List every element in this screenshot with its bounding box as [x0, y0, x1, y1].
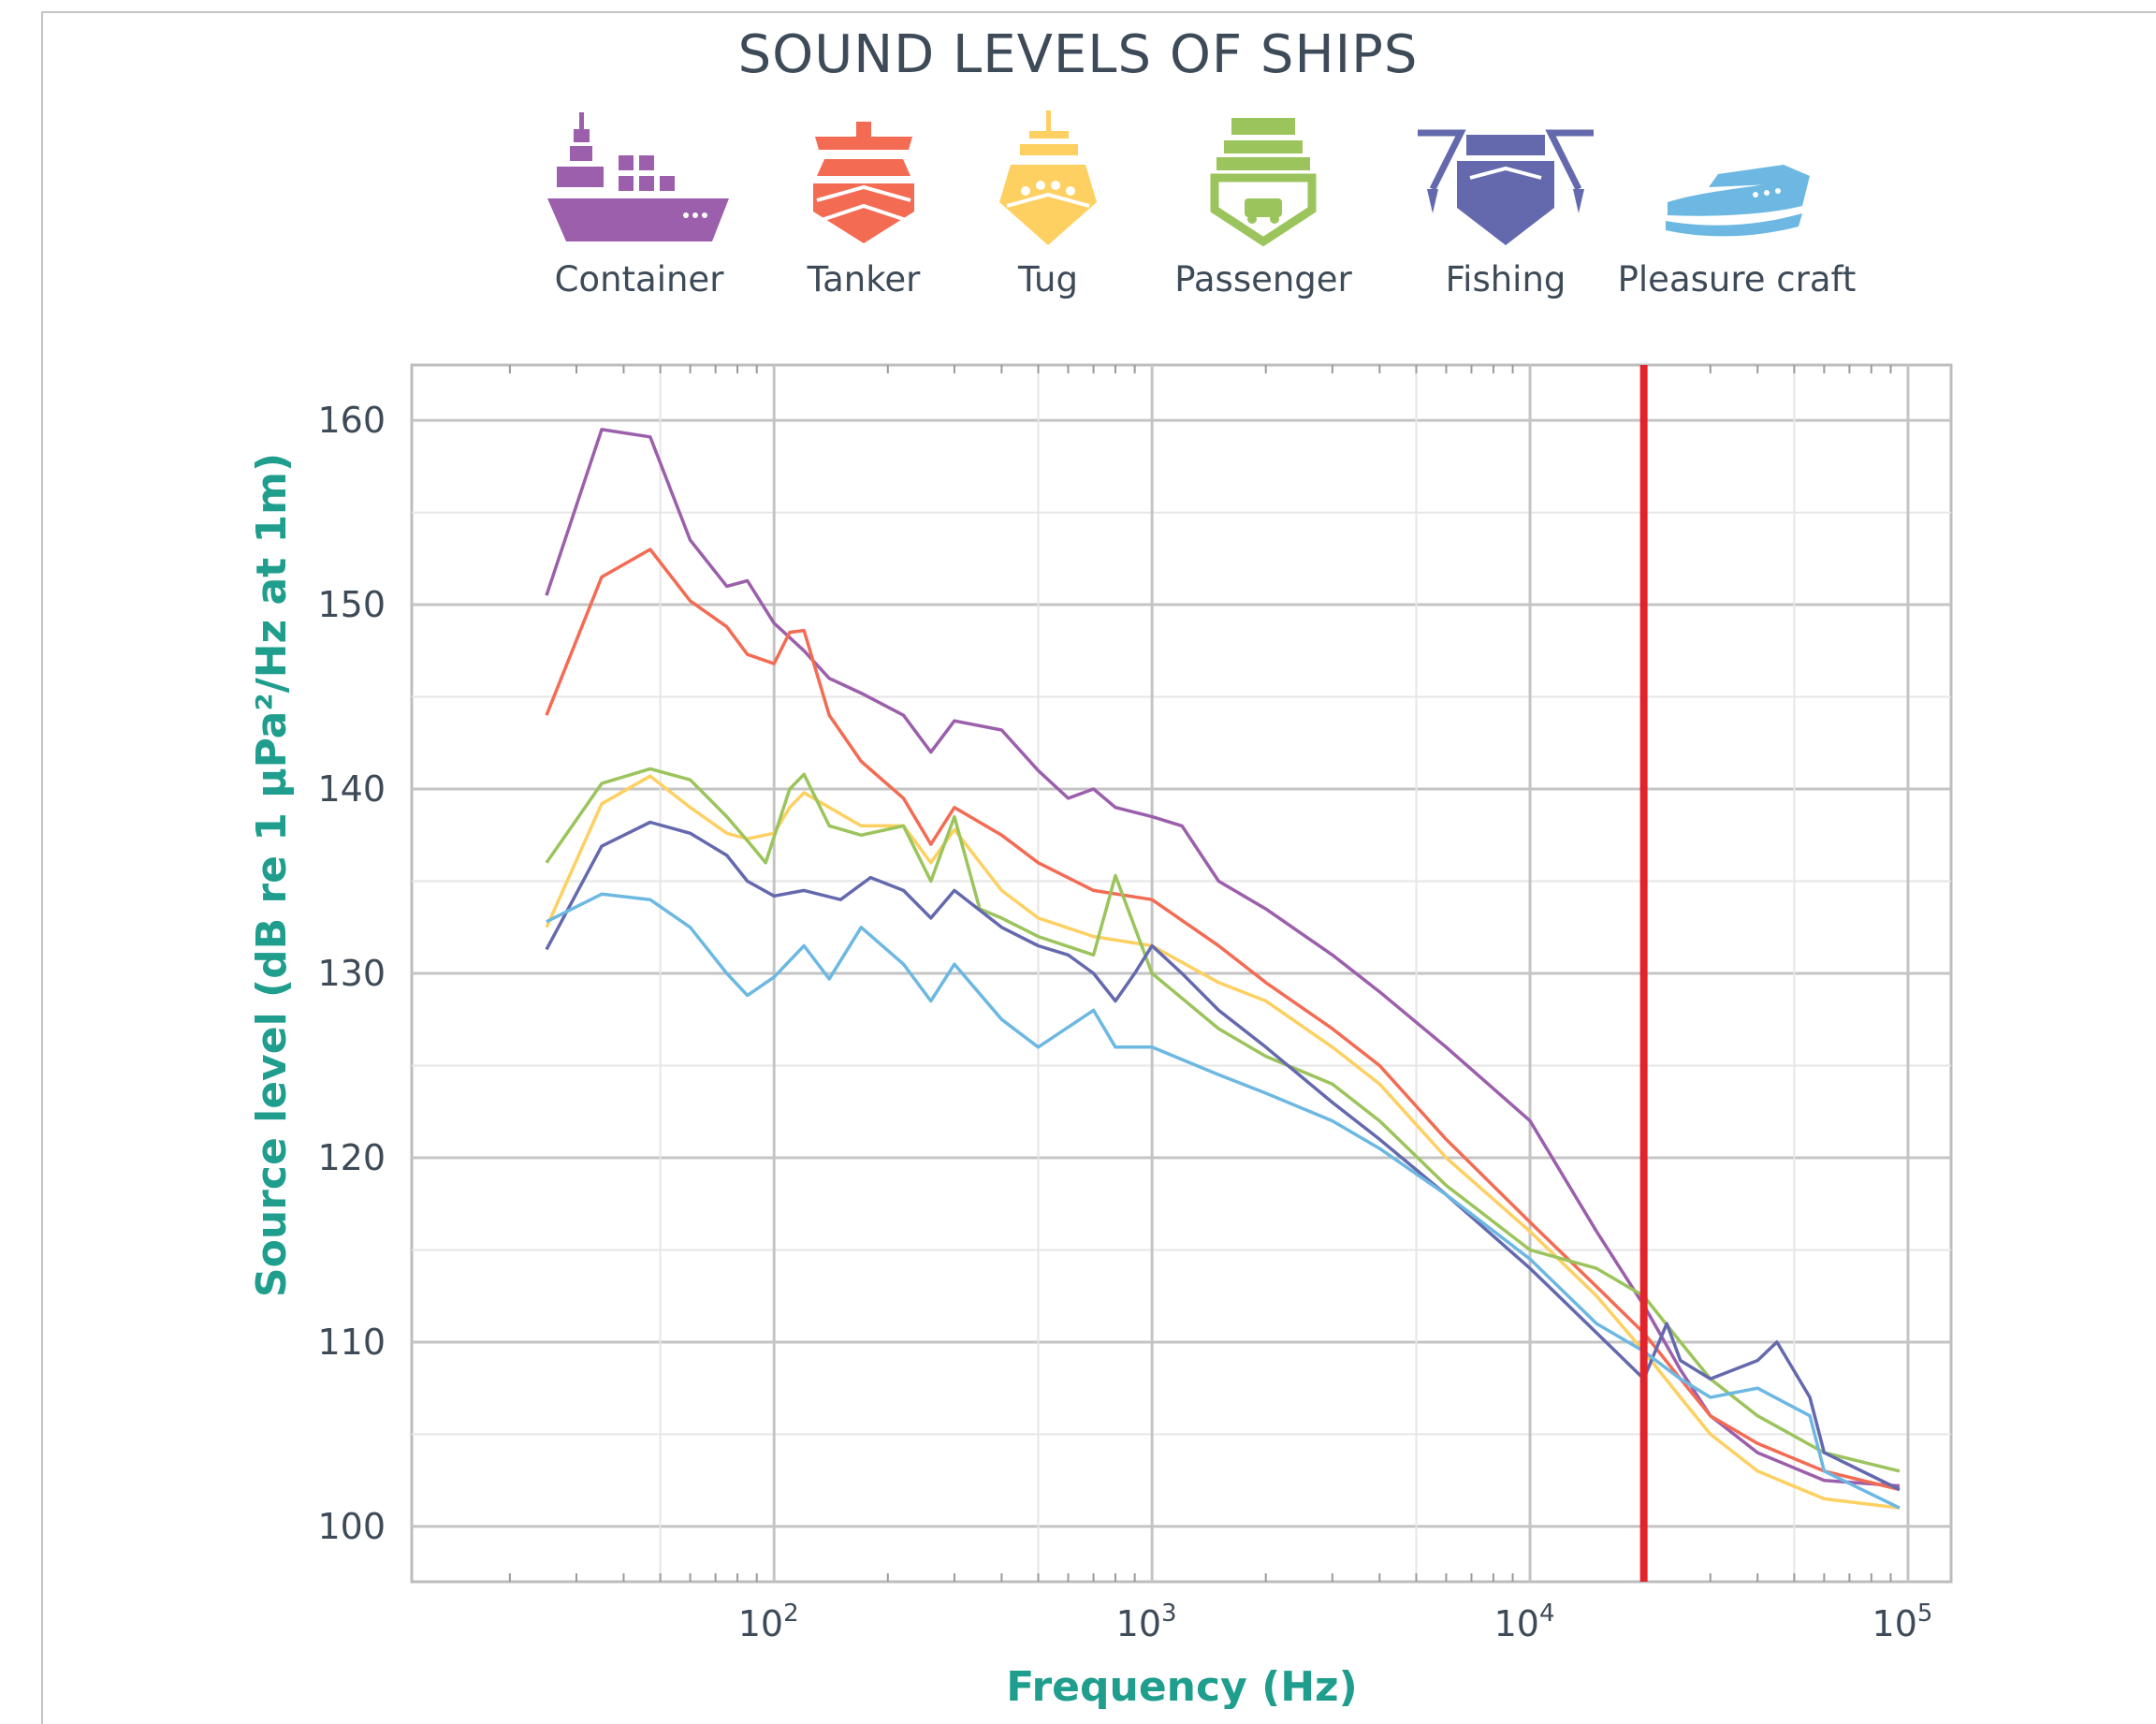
y-tick-label: 100: [317, 1506, 386, 1547]
chart-frame: [41, 11, 2156, 1724]
legend-item-tanker: Tanker: [742, 110, 985, 300]
tanker-ship-icon: [813, 122, 914, 243]
series-line-passenger: [545, 767, 1901, 1473]
legend-item-passenger: Passenger: [1142, 110, 1385, 300]
legend-item-container: Container: [517, 110, 761, 300]
passenger-ferry-icon: [1210, 118, 1317, 246]
series-line-tanker: [545, 548, 1901, 1492]
y-tick-label: 120: [317, 1137, 386, 1178]
x-tick-label: 102: [738, 1600, 799, 1644]
x-axis-label: Frequency (Hz): [1006, 1663, 1358, 1709]
y-tick-label: 130: [317, 953, 386, 994]
y-tick-label: 150: [317, 584, 386, 625]
series-line-container: [545, 428, 1901, 1488]
legend-label: Tug: [1018, 259, 1078, 300]
legend-item-tug: Tug: [926, 110, 1170, 300]
x-tick-exponent: 2: [783, 1600, 799, 1628]
container-ship-icon: [547, 112, 729, 241]
x-tick-base: 10: [1872, 1603, 1917, 1644]
grid: [412, 365, 1951, 1582]
y-axis-tick-labels: 100 110 120 130 140 150 160: [317, 400, 386, 1547]
legend-label: Passenger: [1174, 259, 1352, 300]
series-line-fishing: [545, 820, 1901, 1492]
legend-item-pleasure-craft: Pleasure craft: [1615, 110, 1858, 300]
x-tick-base: 10: [1494, 1603, 1539, 1644]
x-tick-label: 103: [1116, 1600, 1177, 1644]
x-tick-exponent: 4: [1539, 1600, 1555, 1628]
x-tick-label: 104: [1494, 1600, 1555, 1644]
chart-title: SOUND LEVELS OF SHIPS: [737, 24, 1419, 85]
fishing-boat-icon: [1418, 129, 1594, 245]
axis-ticks: [508, 365, 1892, 1582]
pleasure-craft-icon: [1666, 165, 1810, 237]
series-line-pleasure-craft: [546, 892, 1901, 1510]
legend-label: Tanker: [807, 259, 921, 300]
x-tick-exponent: 3: [1161, 1600, 1177, 1628]
y-tick-label: 140: [317, 768, 386, 810]
x-tick-label: 105: [1872, 1600, 1933, 1644]
x-tick-exponent: 5: [1917, 1600, 1933, 1628]
y-tick-label: 160: [317, 400, 386, 441]
tug-boat-icon: [999, 110, 1097, 245]
y-tick-label: 110: [317, 1322, 386, 1363]
legend-label: Fishing: [1445, 259, 1566, 300]
legend-item-fishing: Fishing: [1384, 110, 1627, 300]
legend-label: Container: [554, 259, 724, 300]
x-axis-tick-labels: 102 103 104 105: [738, 1600, 1933, 1644]
x-tick-base: 10: [1116, 1603, 1161, 1644]
x-tick-base: 10: [738, 1603, 783, 1644]
legend-label: Pleasure craft: [1617, 259, 1857, 300]
y-axis-label: Source level (dB re 1 μPa²/Hz at 1m): [248, 453, 296, 1297]
series-layer: [545, 428, 1901, 1510]
